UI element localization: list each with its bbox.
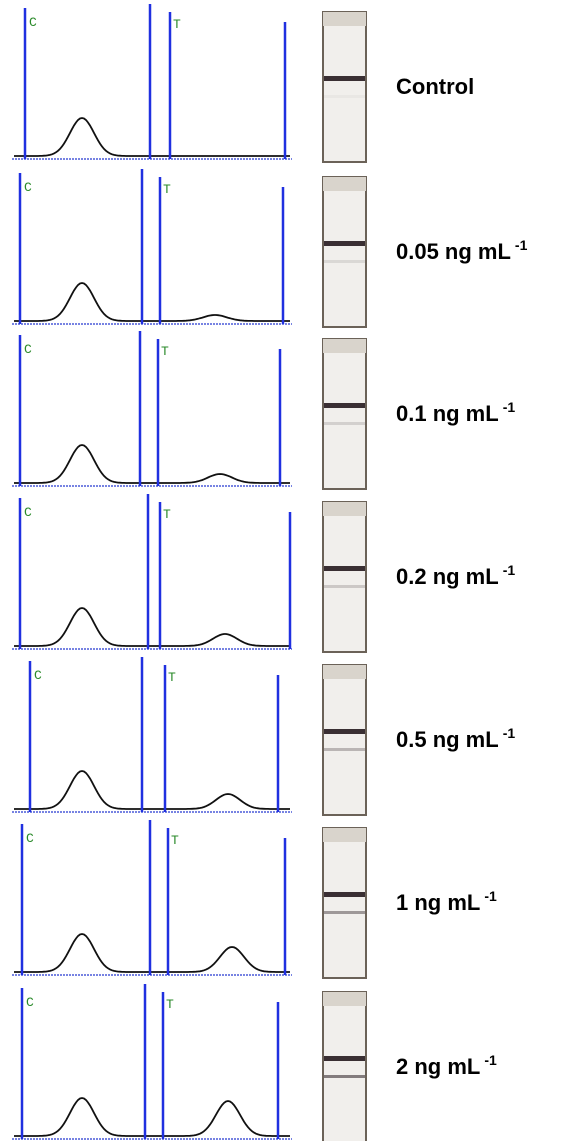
strip xyxy=(322,501,367,653)
control-line xyxy=(324,566,365,571)
concentration-exponent: -1 xyxy=(484,1052,497,1068)
strip-top xyxy=(323,177,366,191)
control-line xyxy=(324,729,365,734)
concentration-text: 0.5 ng mL xyxy=(396,727,499,752)
c-peak-label: C xyxy=(26,831,34,846)
concentration-label: Control xyxy=(396,74,474,99)
scan-profile xyxy=(14,607,290,647)
control-line xyxy=(324,892,365,897)
panel: C T 1 ng mL -1 xyxy=(12,820,497,979)
test-line xyxy=(324,260,365,263)
test-line xyxy=(324,95,365,98)
concentration-exponent: -1 xyxy=(503,725,516,741)
scan-profile xyxy=(14,770,290,810)
concentration-label: 2 ng mL -1 xyxy=(396,1052,497,1079)
concentration-text: 0.05 ng mL xyxy=(396,239,511,264)
test-line xyxy=(324,911,365,914)
strip xyxy=(322,991,367,1141)
control-line xyxy=(324,403,365,408)
concentration-text: 0.2 ng mL xyxy=(396,564,499,589)
concentration-exponent: -1 xyxy=(515,237,528,253)
test-line xyxy=(324,748,365,751)
strip xyxy=(322,338,367,490)
control-line xyxy=(324,241,365,246)
concentration-exponent: -1 xyxy=(503,399,516,415)
control-line xyxy=(324,76,365,81)
concentration-label: 0.1 ng mL -1 xyxy=(396,399,515,426)
test-line xyxy=(324,1075,365,1078)
panel: C T 0.5 ng mL -1 xyxy=(12,657,515,816)
concentration-text: Control xyxy=(396,74,474,99)
c-peak-label: C xyxy=(29,15,37,30)
panel: C T Control xyxy=(12,4,474,163)
panel: C T 0.2 ng mL -1 xyxy=(12,494,515,653)
c-peak-label: C xyxy=(24,342,32,357)
strip xyxy=(322,176,367,328)
scan-profile xyxy=(14,1097,290,1137)
c-peak-label: C xyxy=(26,995,34,1010)
strip xyxy=(322,827,367,979)
scan-profile xyxy=(14,117,290,157)
concentration-label: 0.2 ng mL -1 xyxy=(396,562,515,589)
t-peak-label: T xyxy=(161,344,169,359)
concentration-text: 2 ng mL xyxy=(396,1054,480,1079)
t-peak-label: T xyxy=(166,997,174,1012)
strip xyxy=(322,664,367,816)
concentration-text: 0.1 ng mL xyxy=(396,401,499,426)
t-peak-label: T xyxy=(163,507,171,522)
concentration-text: 1 ng mL xyxy=(396,890,480,915)
panel: C T 0.1 ng mL -1 xyxy=(12,331,515,490)
panel: C T 2 ng mL -1 xyxy=(12,984,497,1141)
t-peak-label: T xyxy=(168,670,176,685)
concentration-label: 1 ng mL -1 xyxy=(396,888,497,915)
t-peak-label: T xyxy=(163,182,171,197)
concentration-exponent: -1 xyxy=(484,888,497,904)
strip-top xyxy=(323,339,366,353)
c-peak-label: C xyxy=(24,505,32,520)
strip-top xyxy=(323,992,366,1006)
concentration-label: 0.05 ng mL -1 xyxy=(396,237,528,264)
scan-profile xyxy=(14,282,290,322)
strip-top xyxy=(323,502,366,516)
c-peak-label: C xyxy=(24,180,32,195)
scan-profile xyxy=(14,933,290,973)
c-peak-label: C xyxy=(34,668,42,683)
scan-profile xyxy=(14,444,290,484)
test-line xyxy=(324,422,365,425)
panel: C T 0.05 ng mL -1 xyxy=(12,169,528,328)
strip-top xyxy=(323,828,366,842)
control-line xyxy=(324,1056,365,1061)
concentration-exponent: -1 xyxy=(503,562,516,578)
strip-top xyxy=(323,12,366,26)
strip xyxy=(322,11,367,163)
concentration-label: 0.5 ng mL -1 xyxy=(396,725,515,752)
strip-top xyxy=(323,665,366,679)
test-line xyxy=(324,585,365,588)
t-peak-label: T xyxy=(173,17,181,32)
t-peak-label: T xyxy=(171,833,179,848)
